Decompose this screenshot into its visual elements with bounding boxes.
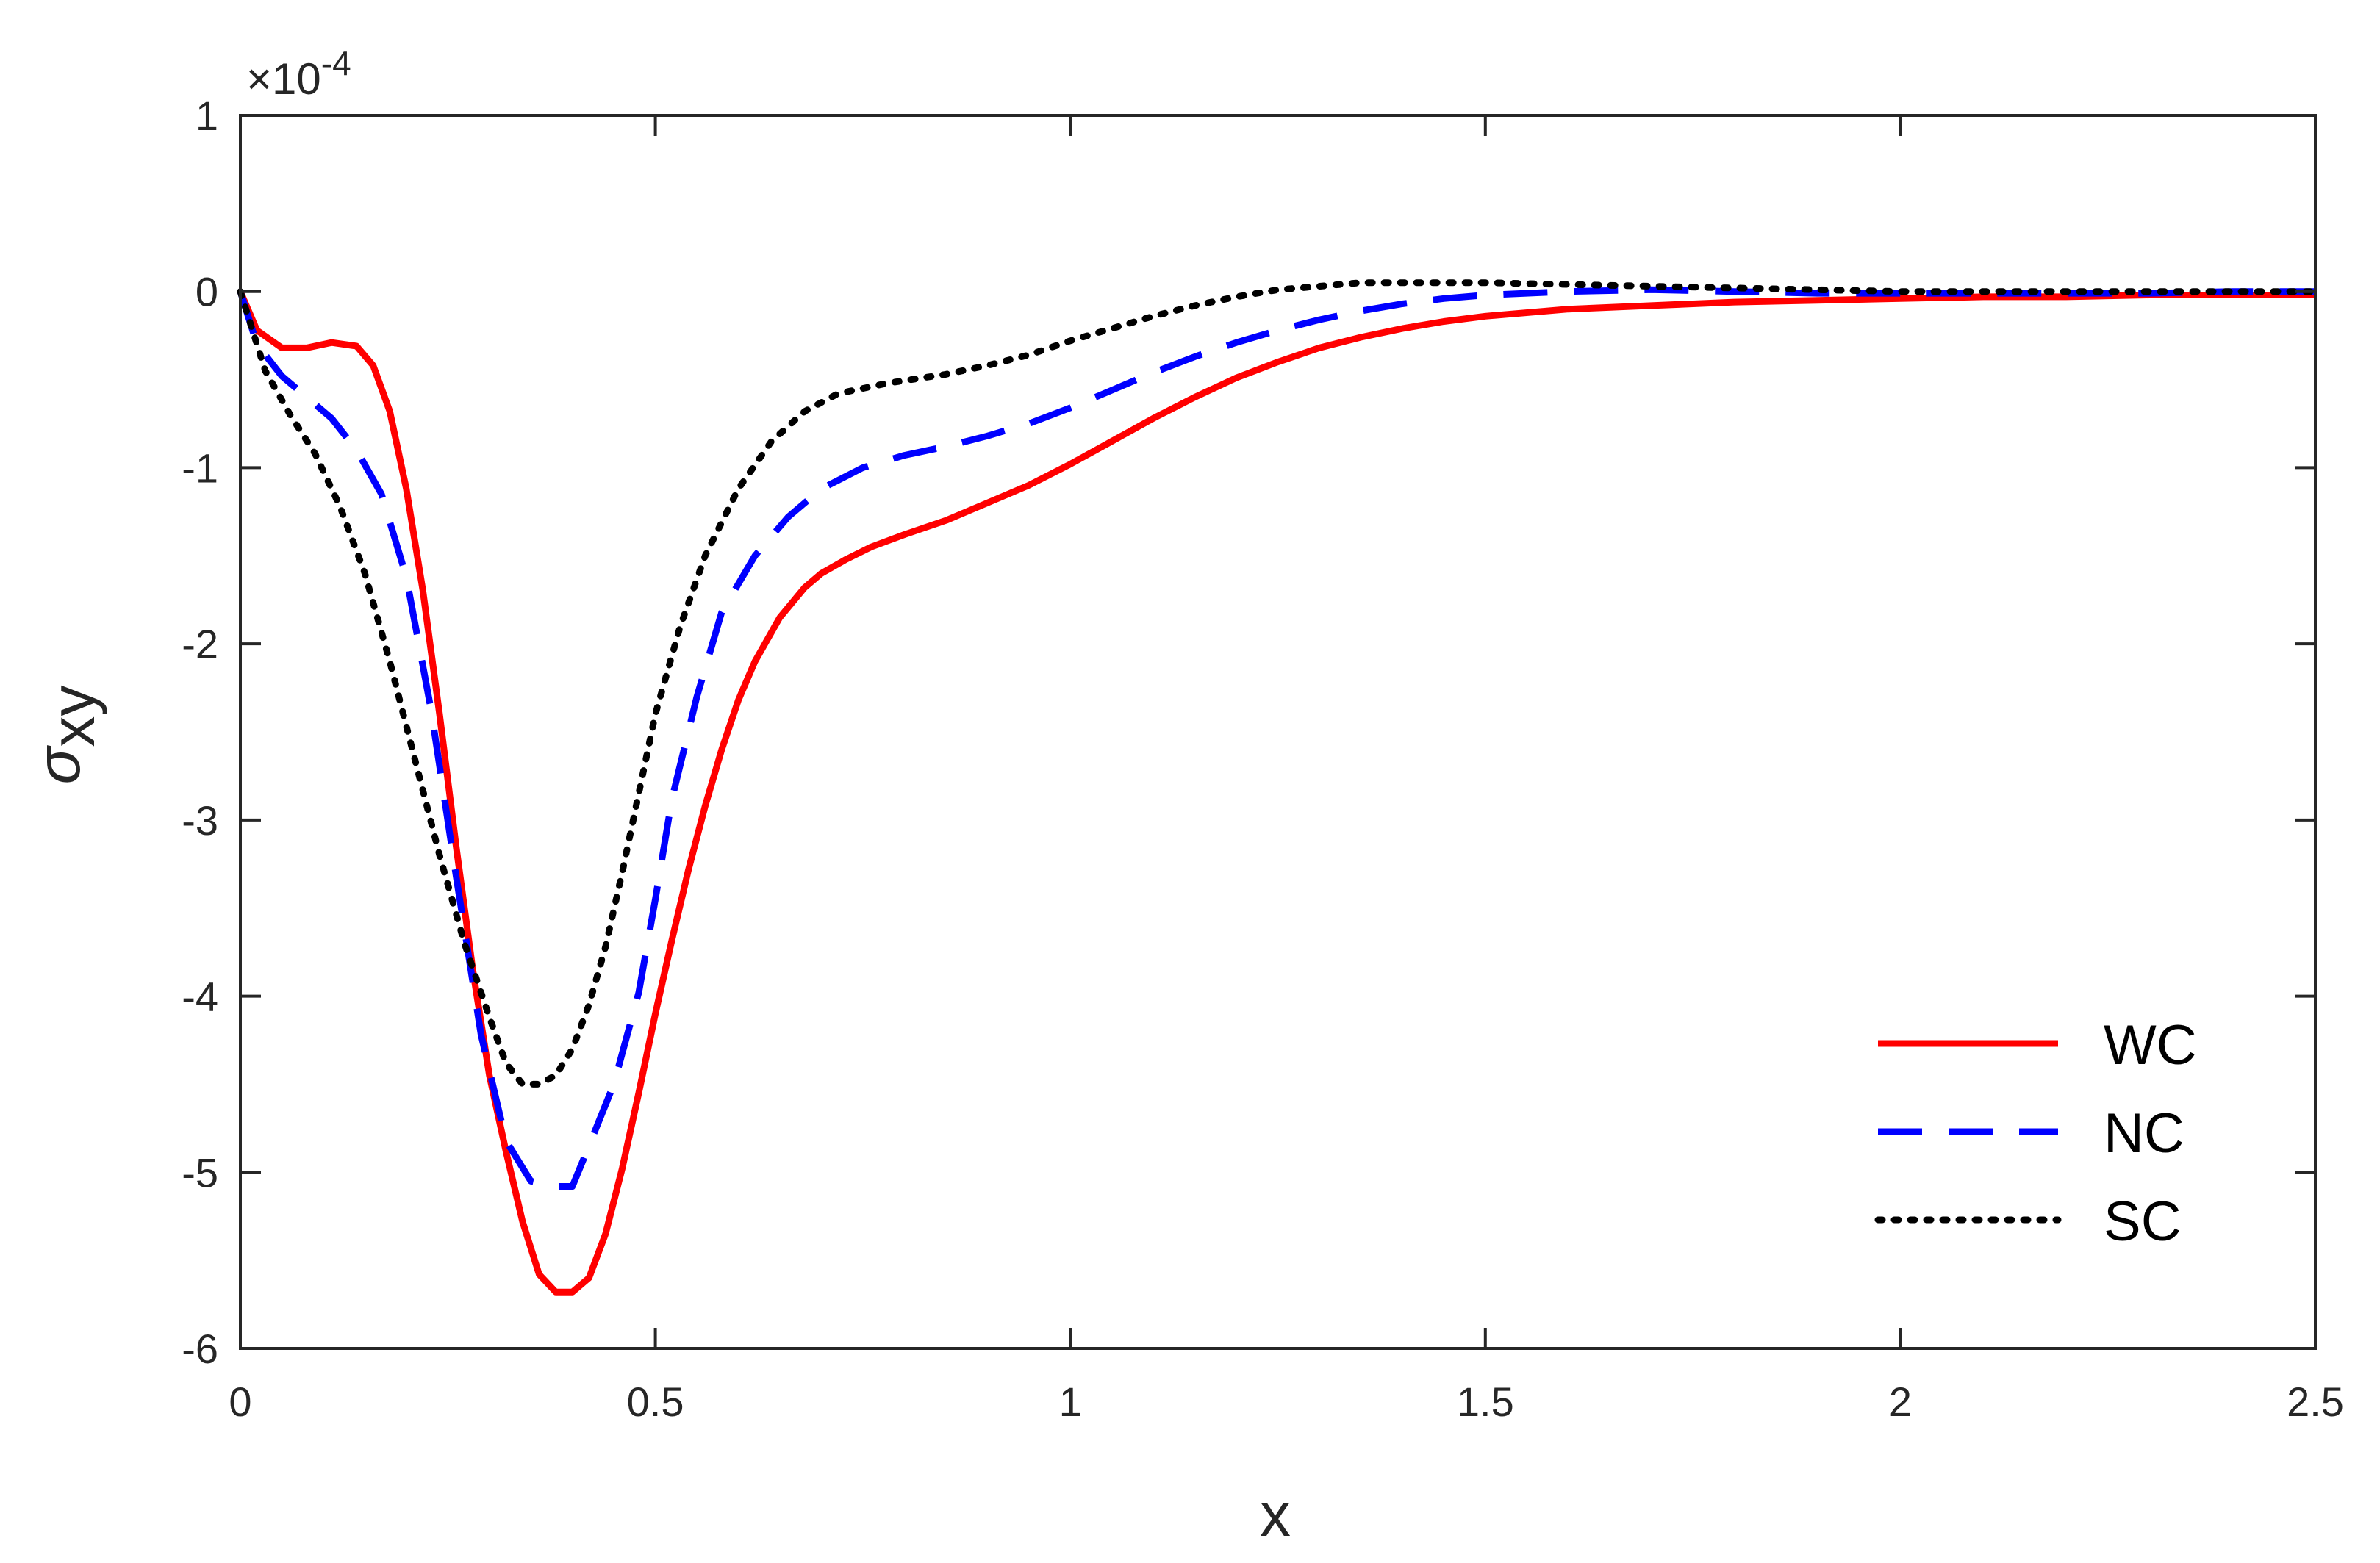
y-tick-label: -3 [182, 797, 218, 844]
x-tick-label: 1.5 [1457, 1379, 1514, 1425]
x-tick-label: 2.5 [2287, 1379, 2344, 1425]
y-tick-label: 1 [196, 93, 218, 139]
y-tick-label: 0 [196, 269, 218, 315]
y-tick-label: -2 [182, 621, 218, 667]
y-axis-exponent-power: -4 [321, 44, 351, 82]
y-tick-label: -6 [182, 1326, 218, 1372]
y-tick-label: -5 [182, 1149, 218, 1196]
y-axis-ticks: 1 0 -1 -2 -3 -4 -5 -6 [182, 93, 2315, 1372]
y-axis-title: σxy [24, 686, 107, 785]
legend: WC NC SC [1874, 1014, 2197, 1253]
x-tick-label: 1 [1059, 1379, 1082, 1425]
x-axis-ticks: 0 0.5 1 1.5 2 2.5 [229, 115, 2344, 1425]
x-tick-label: 0.5 [627, 1379, 684, 1425]
series-line-sc [237, 279, 2319, 1088]
x-axis-title: x [1260, 1480, 1291, 1549]
plot-area-frame [239, 114, 2317, 1350]
legend-label-wc: WC [2104, 1014, 2197, 1077]
series-line-nc [237, 286, 2315, 1190]
legend-label-nc: NC [2104, 1102, 2184, 1165]
series-line-wc [237, 290, 2315, 1296]
y-axis-exponent: ×10-4 [246, 44, 351, 104]
legend-label-sc: SC [2104, 1190, 2182, 1253]
y-axis-exponent-prefix: ×10 [246, 54, 321, 104]
series-layer [237, 279, 2319, 1296]
y-axis-title-subscript: xy [38, 686, 107, 747]
y-axis-title-symbol: σ [24, 744, 93, 784]
x-tick-label: 2 [1889, 1379, 1912, 1425]
y-tick-label: -4 [182, 974, 218, 1020]
y-tick-label: -1 [182, 445, 218, 491]
x-tick-label: 0 [229, 1379, 251, 1425]
